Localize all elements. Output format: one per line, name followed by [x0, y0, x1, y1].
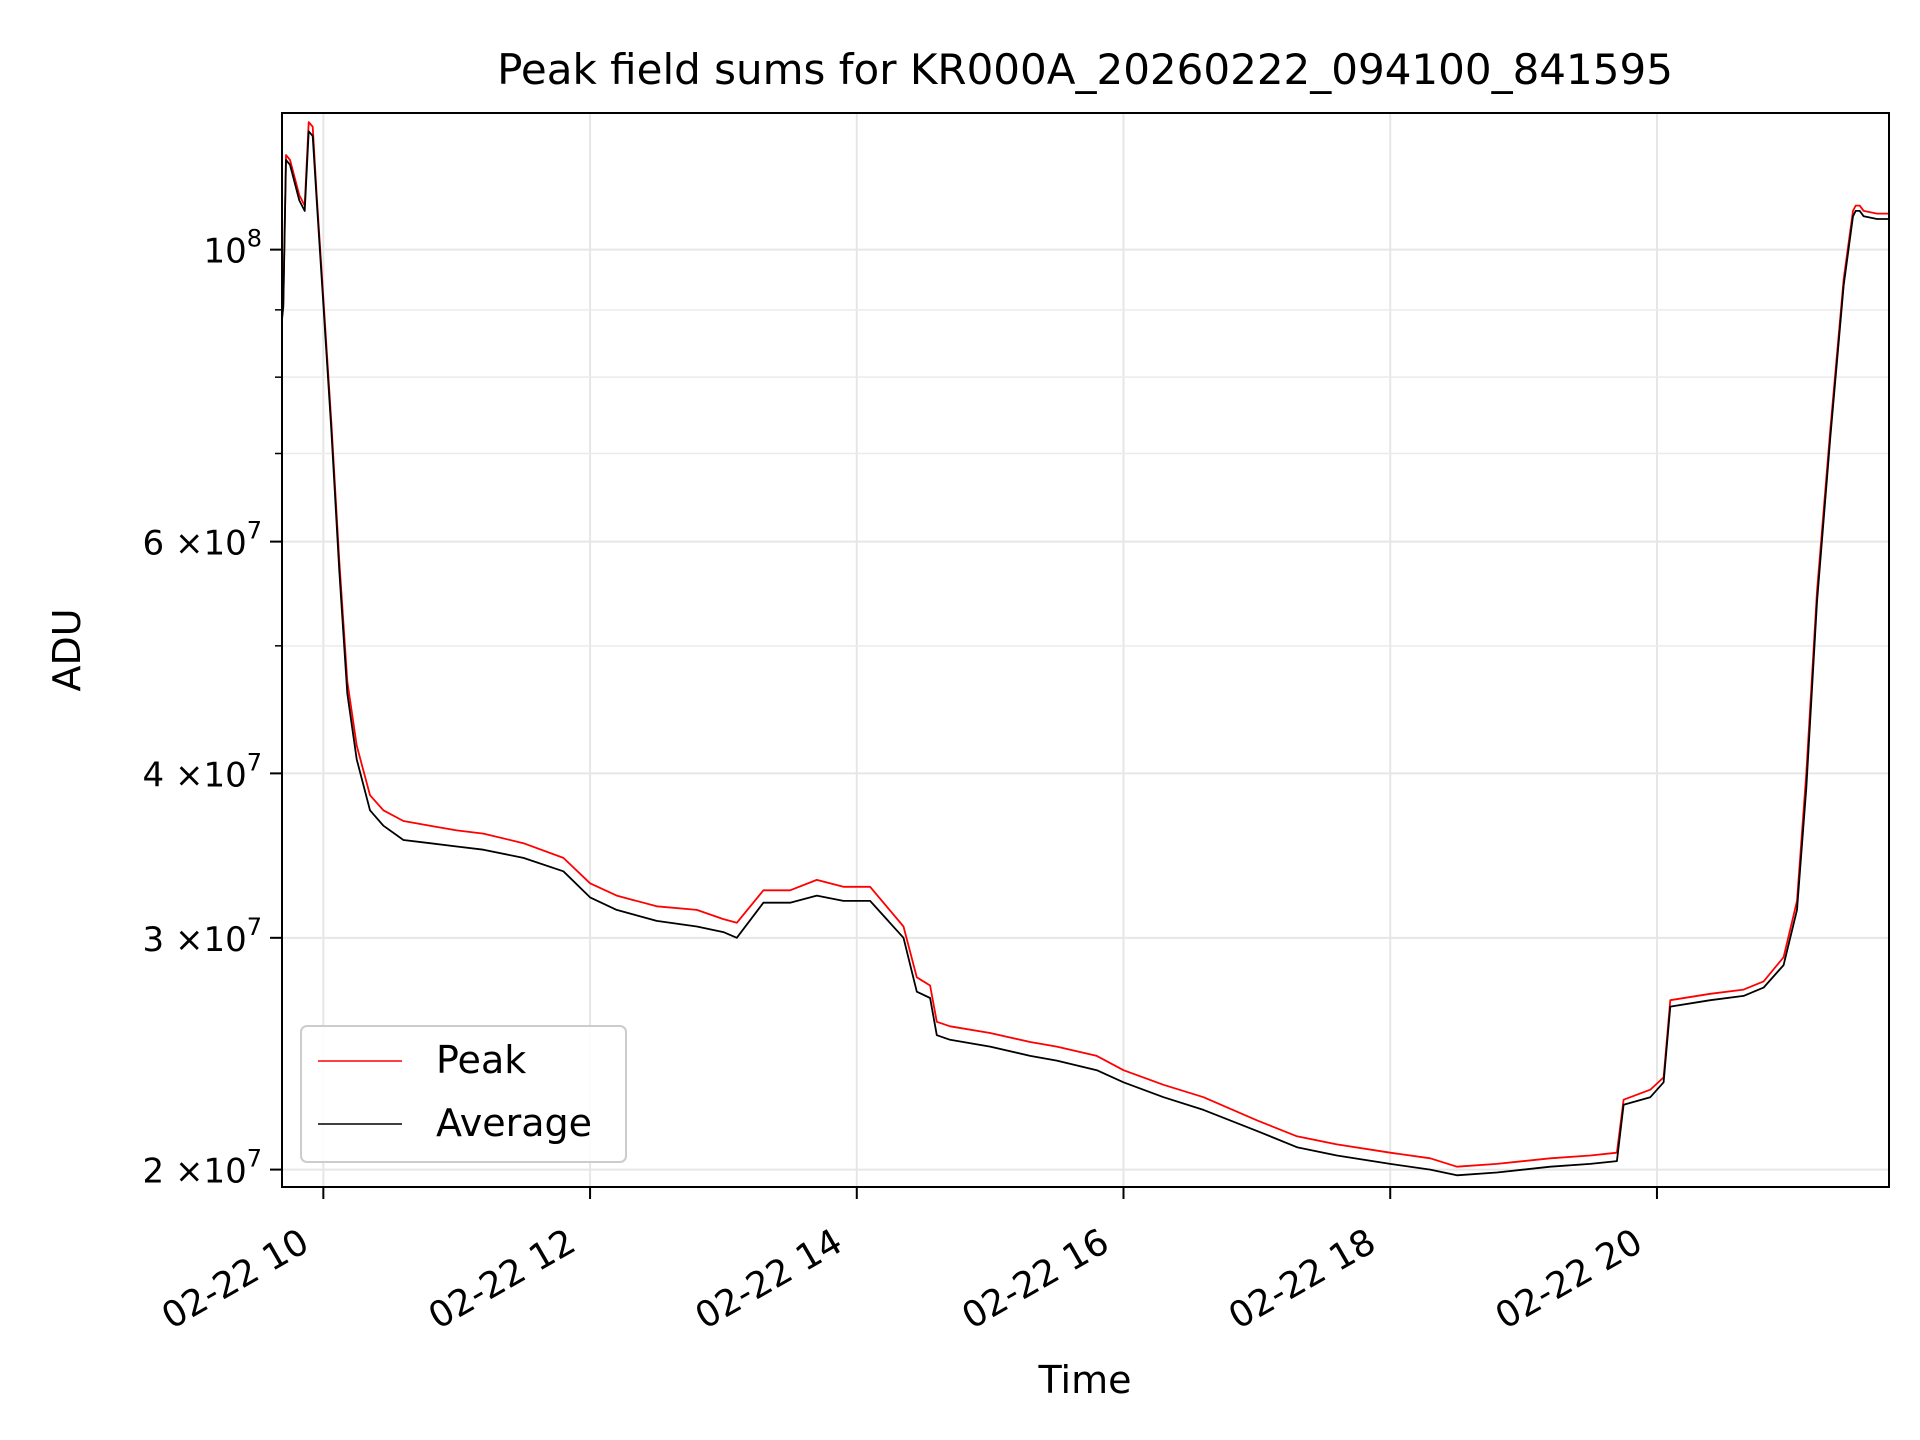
y-tick-label: 4 ×107 — [143, 748, 263, 795]
y-tick-label: 108 — [203, 225, 262, 272]
chart-title: Peak field sums for KR000A_20260222_0941… — [497, 45, 1673, 94]
legend-average-label: Average — [436, 1101, 592, 1145]
grid — [282, 113, 1889, 1187]
x-axis-label: Time — [1038, 1358, 1132, 1402]
series-line-average — [282, 130, 1889, 1177]
legend: Peak Average — [300, 1025, 627, 1163]
legend-box — [300, 1025, 627, 1163]
y-tick-label: 3 ×107 — [143, 913, 263, 960]
legend-peak-label: Peak — [436, 1038, 526, 1082]
y-tick-label: 2 ×107 — [143, 1145, 263, 1192]
series-layer — [282, 121, 1889, 1177]
series-line-peak — [282, 121, 1889, 1168]
y-axis-label: ADU — [45, 608, 89, 691]
plot-frame — [281, 112, 1890, 1188]
y-tick-label: 6 ×107 — [143, 517, 263, 564]
